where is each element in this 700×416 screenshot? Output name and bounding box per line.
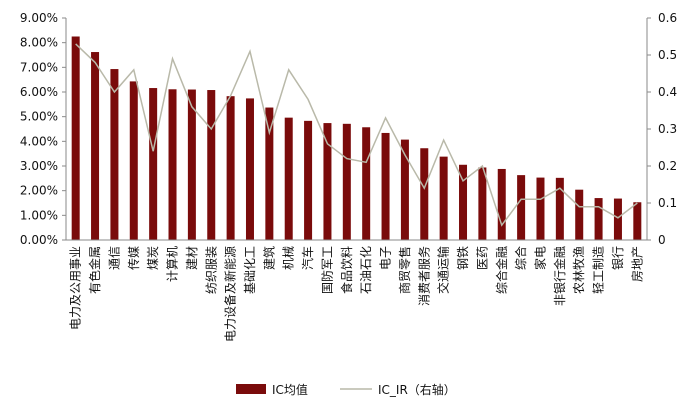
y-right-tick-label: 0.2 — [658, 159, 677, 173]
category-label: 电力及公用事业 — [69, 246, 83, 330]
plot-area: 0.00% 1.00% 2.00% 3.00% 4.00% 5.00% 6.00% 7.00%… — [20, 11, 677, 342]
ic-ir-line — [75, 43, 638, 227]
bar-电力设备及新能源 — [226, 96, 235, 240]
legend-line-label: IC_IR（右轴） — [378, 382, 456, 397]
y-right-tick-label: 0.6 — [658, 11, 677, 25]
category-label: 汽车 — [300, 246, 315, 270]
bar-国防军工 — [323, 123, 332, 240]
bar-房地产 — [633, 202, 642, 240]
y-left-tick-label: 6.00% — [20, 85, 58, 99]
category-label: 有色金属 — [87, 246, 102, 294]
category-label: 综合 — [513, 246, 528, 270]
bar-有色金属 — [91, 52, 100, 240]
y-left-tick-label: 3.00% — [20, 159, 58, 173]
category-label: 非银行金融 — [552, 246, 567, 306]
bar-食品饮料 — [342, 123, 351, 240]
bar-家电 — [536, 177, 545, 240]
y-left-tick-label: 7.00% — [20, 60, 58, 74]
bar-电力及公用事业 — [71, 36, 80, 240]
category-label: 煤炭 — [146, 246, 160, 270]
bar-煤炭 — [149, 88, 158, 240]
bar-石油石化 — [362, 127, 371, 240]
category-label: 石油石化 — [359, 246, 373, 294]
category-label: 基础化工 — [243, 246, 257, 294]
bar-银行 — [613, 198, 622, 240]
bar-消费者服务 — [420, 148, 429, 240]
bar-轻工制造 — [594, 198, 603, 240]
bar-钢铁 — [459, 164, 468, 240]
y-right-tick-label: 0.5 — [658, 48, 677, 62]
bar-商贸零售 — [400, 139, 409, 240]
category-label: 家电 — [532, 246, 547, 270]
y-right-tick-label: 0.4 — [658, 85, 677, 99]
y-right-tick-label: 0.3 — [658, 122, 677, 136]
bar-综合 — [517, 175, 526, 240]
category-label: 商贸零售 — [397, 246, 412, 294]
bar-机械 — [284, 117, 293, 240]
line-series — [75, 43, 638, 227]
bar-传媒 — [129, 81, 138, 240]
category-labels: 电力及公用事业 有色金属 通信 传媒 煤炭 计算机 建材 纺织服装 电力设备及新能源 基础化工 建筑… — [69, 246, 645, 342]
axes: 0.00% 1.00% 2.00% 3.00% 4.00% 5.00% 6.00% 7.00%… — [20, 11, 677, 247]
category-label: 建材 — [185, 246, 199, 270]
category-label: 轻工制造 — [592, 246, 606, 294]
y-left-tick-label: 8.00% — [20, 36, 58, 50]
legend-bar-swatch — [236, 384, 266, 394]
category-label: 医药 — [475, 246, 489, 270]
category-label: 纺织服装 — [204, 246, 218, 294]
bar-基础化工 — [245, 98, 254, 240]
y-right-tick-label: 0 — [658, 233, 666, 247]
y-left-tick-label: 1.00% — [20, 208, 58, 222]
bar-综合金融 — [497, 168, 506, 240]
category-label: 钢铁 — [456, 246, 470, 270]
bar-通信 — [110, 69, 119, 240]
bar-非银行金融 — [555, 177, 564, 240]
y-left-tick-label: 2.00% — [20, 184, 58, 198]
category-label: 银行 — [611, 246, 625, 270]
bar-汽车 — [304, 120, 313, 240]
y-left-tick-label: 4.00% — [20, 134, 58, 148]
category-label: 电子 — [379, 246, 393, 270]
bar-建材 — [187, 89, 196, 240]
bar-农林牧渔 — [575, 189, 584, 240]
category-label: 消费者服务 — [416, 246, 431, 306]
category-label: 食品饮料 — [339, 246, 354, 294]
y-right-tick-label: 0.1 — [658, 196, 677, 210]
bar-计算机 — [168, 89, 177, 240]
legend-bar-label: IC均值 — [272, 382, 308, 397]
bar-纺织服装 — [207, 90, 216, 240]
bar-建筑 — [265, 107, 274, 240]
bar-交通运输 — [439, 156, 448, 240]
category-label: 传媒 — [126, 246, 141, 270]
category-label: 通信 — [107, 246, 121, 270]
bar-series — [71, 36, 642, 240]
y-left-tick-label: 0.00% — [20, 233, 58, 247]
bar-医药 — [478, 167, 487, 240]
category-label: 交通运输 — [436, 246, 451, 294]
bar-电子 — [381, 132, 390, 240]
category-label: 国防军工 — [319, 246, 334, 294]
category-label: 农林牧渔 — [572, 246, 586, 294]
category-label: 综合金融 — [494, 246, 509, 294]
category-label: 房地产 — [629, 246, 644, 282]
legend: IC均值 IC_IR（右轴） — [236, 382, 456, 397]
category-label: 机械 — [281, 246, 296, 270]
category-label: 电力设备及新能源 — [223, 246, 238, 342]
y-left-tick-label: 9.00% — [20, 11, 58, 25]
category-label: 计算机 — [165, 246, 180, 282]
y-left-tick-label: 5.00% — [20, 110, 58, 124]
category-label: 建筑 — [261, 246, 276, 270]
